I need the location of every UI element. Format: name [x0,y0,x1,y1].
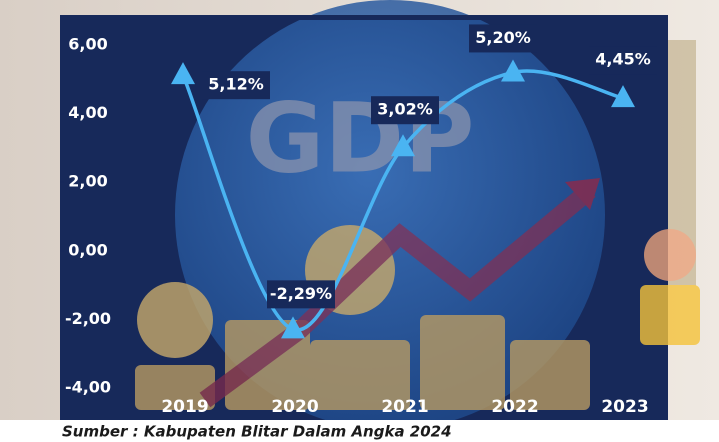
y-tick-label: 6,00 [68,35,107,54]
chart: GDP Sumber : Kabupaten Blitar Dalam Angk… [0,0,719,442]
watermark: GDP [246,82,475,194]
x-tick-label: 2020 [271,397,318,417]
x-tick-label: 2022 [491,397,538,417]
value-label: -2,29% [270,284,332,303]
y-tick-label: 0,00 [68,240,107,259]
x-tick-label: 2021 [381,397,428,417]
source-note: Sumber : Kabupaten Blitar Dalam Angka 20… [62,423,452,441]
value-label: 5,12% [208,75,264,94]
page: {"chart_data": {"type": "line", "waterma… [0,0,719,442]
y-tick-label: 4,00 [68,103,107,122]
value-label: 4,45% [595,50,651,69]
x-tick-label: 2019 [161,397,208,417]
value-label: 3,02% [377,100,433,119]
value-label: 5,20% [475,28,531,47]
y-tick-label: 2,00 [68,172,107,191]
y-tick-label: -2,00 [65,309,111,328]
x-tick-label: 2023 [601,397,648,417]
panel-edge [60,15,668,20]
y-tick-label: -4,00 [65,378,111,397]
